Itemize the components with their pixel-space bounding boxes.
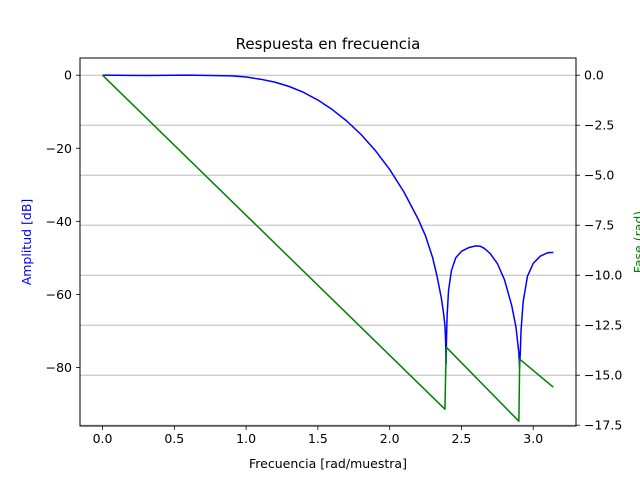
- chart-title: Respuesta en frecuencia: [236, 35, 421, 53]
- y-right-tick-label: −2.5: [584, 118, 614, 133]
- x-tick-label: 2.5: [451, 431, 471, 446]
- y-left-tick-label: −60: [46, 287, 72, 302]
- x-tick-label: 1.0: [236, 431, 256, 446]
- plot-frame: [79, 57, 577, 427]
- y-right-tick-label: 0.0: [584, 68, 604, 83]
- grid: [80, 74, 576, 426]
- y-left-axis-title: Amplitud [dB]: [19, 199, 34, 286]
- y-left-tick-label: 0: [64, 68, 72, 83]
- x-tick-label: 1.5: [308, 431, 328, 446]
- y-right-tick-label: −17.5: [584, 418, 622, 433]
- x-tick-label: 3.0: [523, 431, 543, 446]
- y-right-tick-label: −12.5: [584, 318, 622, 333]
- x-tick-label: 2.0: [380, 431, 400, 446]
- y-left-tick-label: −40: [46, 214, 72, 229]
- x-tick-label: 0.0: [93, 431, 113, 446]
- phase-line: [102, 74, 554, 422]
- y-left-tick-label: −80: [46, 360, 72, 375]
- y-right-tick-label: −7.5: [584, 218, 614, 233]
- x-tick-label: 0.5: [164, 431, 184, 446]
- y-right-tick-label: −5.0: [584, 168, 614, 183]
- y-right-tick-label: −15.0: [584, 368, 622, 383]
- y-right-tick-label: −10.0: [584, 268, 622, 283]
- y-right-axis-title: Fase (rad): [631, 211, 640, 273]
- axes: 0.0 0.5 1.0 1.5 2.0 2.5 3.0 0 −20 −40 −60 −80 0.0 −2.…: [46, 68, 623, 446]
- y-left-tick-label: −20: [46, 141, 72, 156]
- series-layer: [102, 74, 554, 422]
- x-axis-title: Frecuencia [rad/muestra]: [249, 456, 407, 471]
